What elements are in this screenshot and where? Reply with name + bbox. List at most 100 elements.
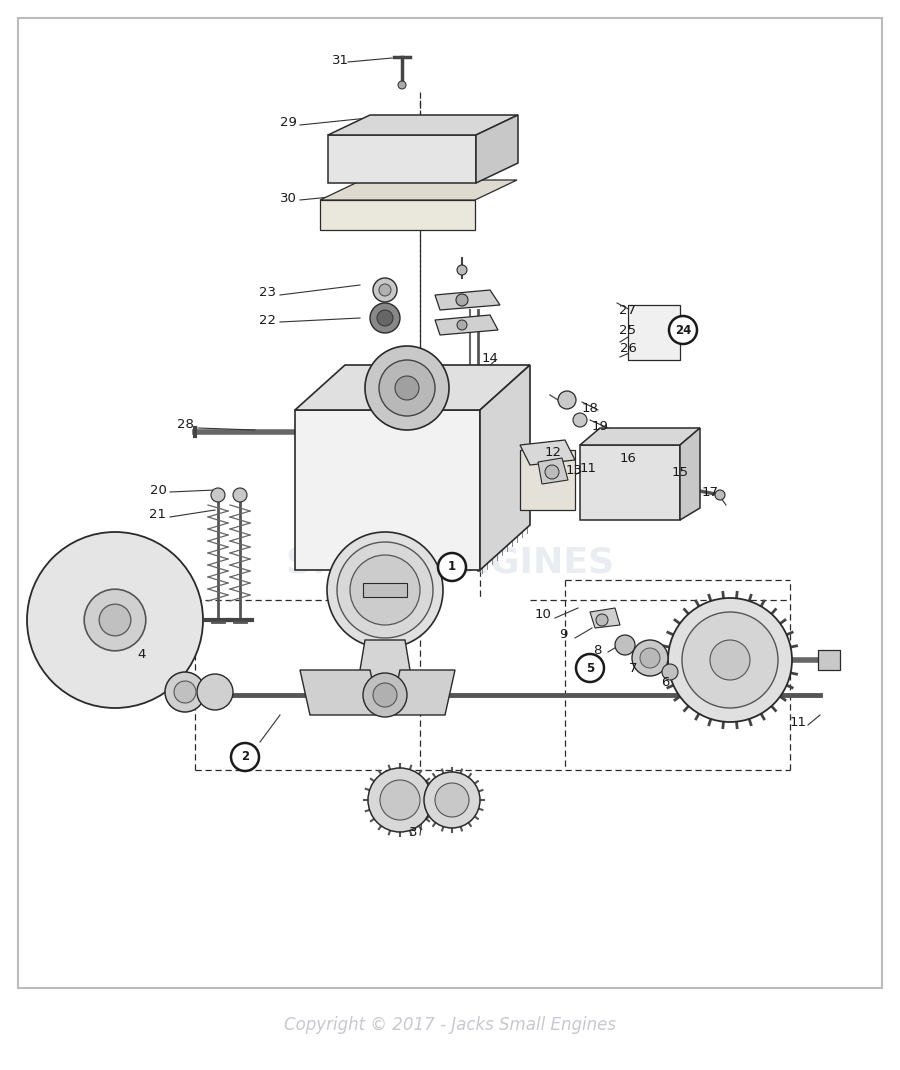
Bar xyxy=(363,583,407,597)
Circle shape xyxy=(573,413,587,427)
Circle shape xyxy=(365,346,449,430)
Text: 23: 23 xyxy=(259,287,276,300)
Text: 8: 8 xyxy=(593,643,601,657)
Text: Copyright © 2017 - Jacks Small Engines: Copyright © 2017 - Jacks Small Engines xyxy=(284,1016,616,1034)
Circle shape xyxy=(363,673,407,717)
Text: 16: 16 xyxy=(619,452,636,464)
Text: 21: 21 xyxy=(149,508,166,521)
Circle shape xyxy=(715,490,725,500)
Circle shape xyxy=(457,320,467,330)
Circle shape xyxy=(596,614,608,626)
Circle shape xyxy=(231,743,259,771)
Polygon shape xyxy=(320,200,475,230)
Circle shape xyxy=(398,81,406,89)
Polygon shape xyxy=(435,315,498,335)
Circle shape xyxy=(558,391,576,409)
Text: 12: 12 xyxy=(544,446,562,459)
Text: 22: 22 xyxy=(259,314,276,326)
Text: 6: 6 xyxy=(661,676,670,689)
Text: 13: 13 xyxy=(565,463,582,476)
Circle shape xyxy=(379,360,435,416)
Circle shape xyxy=(327,532,443,648)
Circle shape xyxy=(174,681,196,703)
Polygon shape xyxy=(355,640,415,700)
Polygon shape xyxy=(390,670,455,715)
Circle shape xyxy=(457,265,467,275)
Circle shape xyxy=(373,683,397,707)
Text: 25: 25 xyxy=(619,323,636,336)
Circle shape xyxy=(632,640,668,676)
Circle shape xyxy=(576,654,604,682)
Circle shape xyxy=(456,294,468,306)
Circle shape xyxy=(99,605,130,636)
Text: 31: 31 xyxy=(331,54,348,66)
Text: 27: 27 xyxy=(618,304,635,317)
Polygon shape xyxy=(320,180,517,200)
Circle shape xyxy=(615,635,635,655)
Circle shape xyxy=(350,555,420,625)
Polygon shape xyxy=(328,114,518,135)
Polygon shape xyxy=(538,458,568,484)
Text: 9: 9 xyxy=(559,628,567,642)
Polygon shape xyxy=(590,608,620,628)
Text: 18: 18 xyxy=(581,401,598,414)
Circle shape xyxy=(395,376,419,400)
Text: 14: 14 xyxy=(482,352,499,365)
Polygon shape xyxy=(580,445,680,520)
Text: 20: 20 xyxy=(149,484,166,496)
Text: 11: 11 xyxy=(580,461,597,474)
Text: 30: 30 xyxy=(280,192,296,204)
Text: 26: 26 xyxy=(619,341,636,354)
Polygon shape xyxy=(580,428,700,445)
Text: 2: 2 xyxy=(241,750,249,764)
Bar xyxy=(818,649,840,670)
Text: 15: 15 xyxy=(671,467,688,479)
Circle shape xyxy=(379,284,391,296)
Circle shape xyxy=(197,674,233,710)
Circle shape xyxy=(640,648,660,668)
Circle shape xyxy=(85,590,146,651)
Text: 5: 5 xyxy=(586,661,594,674)
Polygon shape xyxy=(480,365,530,570)
Polygon shape xyxy=(628,305,680,360)
Polygon shape xyxy=(435,290,500,310)
Polygon shape xyxy=(680,428,700,520)
Circle shape xyxy=(668,598,792,722)
Polygon shape xyxy=(295,410,480,570)
Text: JACKS
SMALL ENGINES: JACKS SMALL ENGINES xyxy=(286,501,614,579)
Circle shape xyxy=(669,316,697,343)
Circle shape xyxy=(438,553,466,581)
Circle shape xyxy=(424,771,480,828)
Text: 19: 19 xyxy=(591,419,608,432)
Text: 4: 4 xyxy=(138,648,146,661)
Text: 3: 3 xyxy=(409,826,418,840)
Text: 17: 17 xyxy=(701,486,718,499)
Circle shape xyxy=(368,768,432,832)
Circle shape xyxy=(435,783,469,817)
Circle shape xyxy=(370,303,400,333)
Circle shape xyxy=(662,664,678,681)
Text: 7: 7 xyxy=(629,661,637,674)
Circle shape xyxy=(380,780,420,820)
Circle shape xyxy=(682,612,778,708)
Text: 29: 29 xyxy=(280,117,296,129)
Circle shape xyxy=(373,278,397,302)
Polygon shape xyxy=(300,670,380,715)
Circle shape xyxy=(27,532,203,708)
Circle shape xyxy=(545,465,559,479)
Polygon shape xyxy=(295,365,530,410)
Text: 10: 10 xyxy=(535,609,552,622)
Text: 24: 24 xyxy=(675,323,691,336)
Polygon shape xyxy=(328,135,476,183)
Circle shape xyxy=(377,310,393,326)
Polygon shape xyxy=(476,114,518,183)
Text: 1: 1 xyxy=(448,561,456,574)
Circle shape xyxy=(710,640,750,681)
Text: 11: 11 xyxy=(789,717,806,730)
Polygon shape xyxy=(520,440,575,465)
Polygon shape xyxy=(520,450,575,510)
Circle shape xyxy=(337,542,433,638)
Circle shape xyxy=(233,488,247,502)
Text: 28: 28 xyxy=(176,418,194,431)
Circle shape xyxy=(211,488,225,502)
